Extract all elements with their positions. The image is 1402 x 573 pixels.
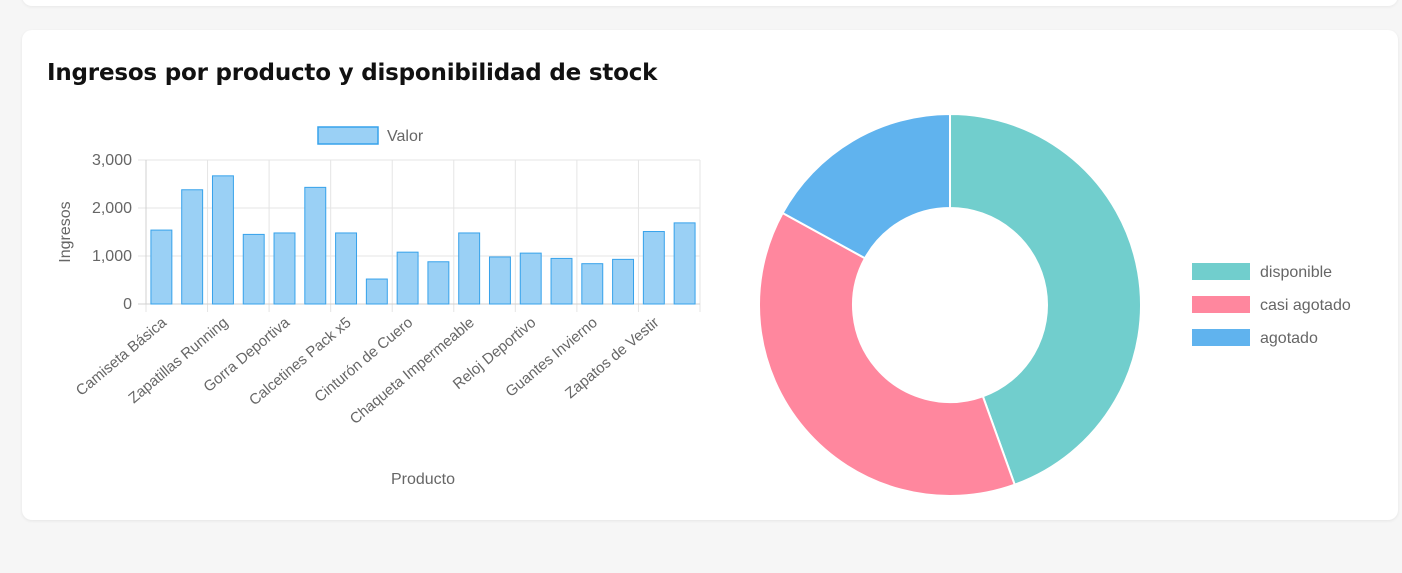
x-tick-label: Chaqueta Impermeable xyxy=(347,314,478,428)
bar[interactable] xyxy=(488,256,511,305)
doughnut-slice-casi-agotado[interactable] xyxy=(758,211,1016,497)
legend-label-casi-agotado[interactable]: casi agotado xyxy=(1260,297,1351,314)
card-title: Ingresos por producto y disponibilidad d… xyxy=(47,60,658,86)
y-tick-label: 3,000 xyxy=(92,152,132,169)
doughnut-slice-disponible[interactable] xyxy=(949,112,1142,486)
x-axis-title: Producto xyxy=(391,471,455,488)
doughnut-slice-agotado[interactable] xyxy=(781,112,951,260)
bar[interactable] xyxy=(550,257,573,305)
legend-swatch-valor[interactable] xyxy=(317,126,379,145)
bar[interactable] xyxy=(365,278,388,305)
y-axis-title: Ingresos xyxy=(57,201,74,262)
bar[interactable] xyxy=(396,251,419,305)
legend-label-agotado[interactable]: agotado xyxy=(1260,330,1318,347)
bar[interactable] xyxy=(150,229,173,305)
bar[interactable] xyxy=(211,175,234,305)
y-tick-label: 0 xyxy=(123,296,132,313)
bar[interactable] xyxy=(304,186,327,305)
bar[interactable] xyxy=(612,258,635,305)
y-tick-label: 2,000 xyxy=(92,200,132,217)
bar[interactable] xyxy=(427,261,450,305)
bar[interactable] xyxy=(673,222,696,305)
y-tick-label: 1,000 xyxy=(92,248,132,265)
legend-swatch-disponible[interactable] xyxy=(1192,263,1250,280)
legend-label-valor[interactable]: Valor xyxy=(387,128,424,145)
bar[interactable] xyxy=(642,231,665,305)
legend-label-disponible[interactable]: disponible xyxy=(1260,264,1332,281)
legend-swatch-agotado[interactable] xyxy=(1192,329,1250,346)
stock-doughnut-chart: disponible casi agotado agotado xyxy=(758,112,1351,497)
bar[interactable] xyxy=(335,232,358,305)
bar[interactable] xyxy=(181,189,204,305)
bar[interactable] xyxy=(273,232,296,305)
bar[interactable] xyxy=(581,263,604,305)
bar[interactable] xyxy=(519,252,542,305)
bar[interactable] xyxy=(458,232,481,305)
bar[interactable] xyxy=(242,233,265,305)
x-tick-label: Calcetines Pack x5 xyxy=(246,314,355,409)
legend-swatch-casi-agotado[interactable] xyxy=(1192,296,1250,313)
previous-card xyxy=(22,0,1398,6)
